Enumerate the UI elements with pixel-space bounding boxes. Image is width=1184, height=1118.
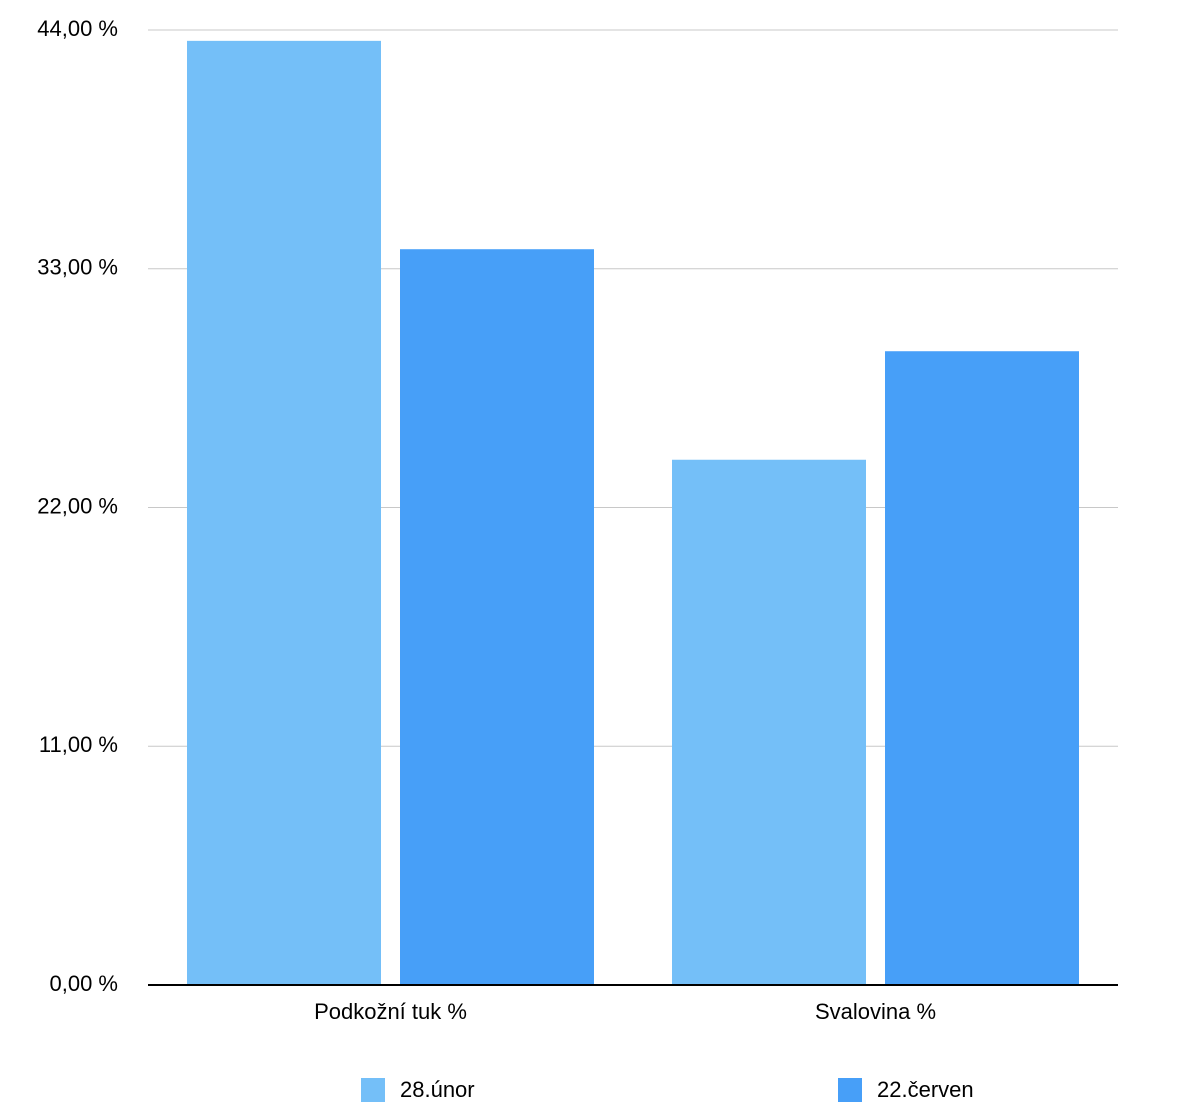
y-tick-label: 22,00 % — [37, 493, 118, 518]
legend-label: 22.červen — [877, 1077, 974, 1102]
bar — [885, 351, 1079, 985]
y-tick-label: 33,00 % — [37, 255, 118, 280]
legend-label: 28.únor — [400, 1077, 475, 1102]
y-tick-label: 44,00 % — [37, 16, 118, 41]
legend-swatch — [838, 1078, 862, 1102]
x-tick-label: Svalovina % — [815, 999, 936, 1024]
bar — [400, 249, 594, 985]
bar — [672, 459, 866, 985]
legend-swatch — [361, 1078, 385, 1102]
bar — [187, 40, 381, 985]
y-tick-label: 11,00 % — [39, 732, 118, 757]
x-tick-label: Podkožní tuk % — [314, 999, 467, 1024]
y-tick-label: 0,00 % — [50, 971, 119, 996]
